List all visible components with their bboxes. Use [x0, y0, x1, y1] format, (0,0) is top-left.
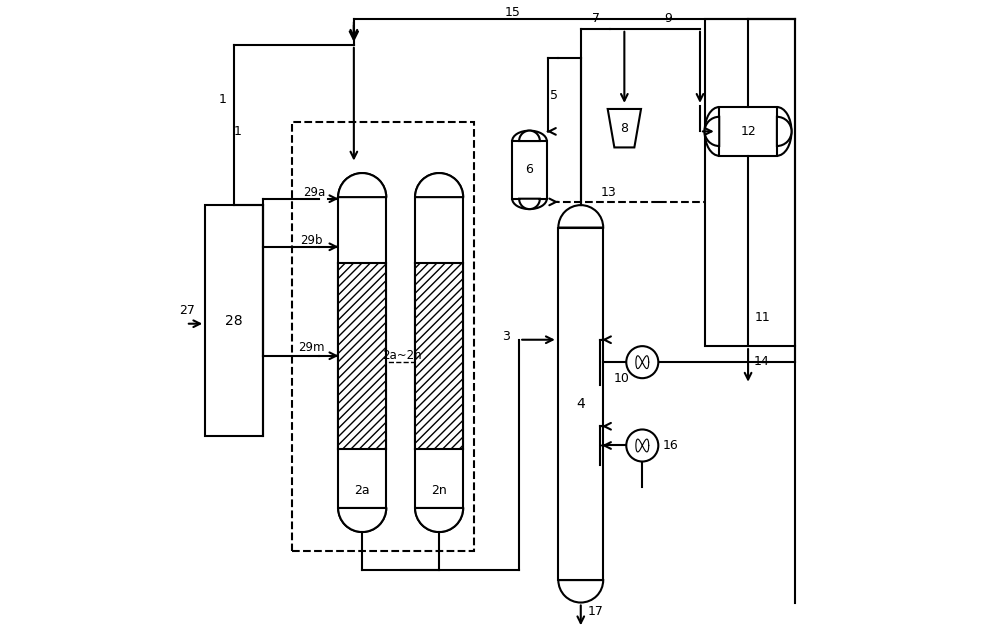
Text: 29m: 29m — [298, 341, 324, 354]
Wedge shape — [705, 117, 719, 146]
Bar — [512, 141, 547, 199]
Bar — [338, 197, 386, 508]
Wedge shape — [415, 508, 463, 532]
Bar — [719, 107, 777, 156]
Text: 17: 17 — [587, 605, 603, 619]
Bar — [205, 205, 263, 436]
Text: 2a~2n: 2a~2n — [382, 349, 422, 362]
Text: 29a: 29a — [303, 185, 325, 199]
Text: 3: 3 — [502, 329, 510, 343]
Wedge shape — [338, 508, 386, 532]
Text: 12: 12 — [740, 125, 756, 138]
Text: 1: 1 — [218, 92, 226, 106]
Text: 15: 15 — [505, 6, 521, 19]
Bar — [338, 263, 386, 449]
Text: 13: 13 — [601, 185, 617, 199]
Text: 2n: 2n — [431, 484, 447, 497]
Text: 4: 4 — [576, 397, 585, 411]
Text: 27: 27 — [179, 304, 195, 317]
Bar — [415, 197, 463, 508]
Bar — [415, 263, 463, 449]
Text: 16: 16 — [663, 439, 679, 452]
Text: 5: 5 — [550, 89, 558, 103]
Wedge shape — [338, 173, 386, 197]
Polygon shape — [608, 109, 641, 147]
Wedge shape — [777, 117, 792, 146]
Text: 28: 28 — [225, 313, 243, 328]
Text: 6: 6 — [526, 163, 533, 176]
Wedge shape — [558, 205, 603, 228]
Bar — [292, 122, 474, 551]
Text: 8: 8 — [620, 122, 628, 135]
Text: 7: 7 — [592, 12, 600, 26]
Text: 9: 9 — [664, 12, 672, 26]
Wedge shape — [558, 580, 603, 603]
Wedge shape — [415, 173, 463, 197]
Text: 11: 11 — [755, 310, 771, 324]
Text: 29b: 29b — [300, 233, 322, 247]
Bar — [558, 228, 603, 580]
Wedge shape — [519, 199, 540, 209]
Circle shape — [626, 346, 658, 378]
Text: 1: 1 — [234, 124, 242, 138]
Wedge shape — [519, 131, 540, 141]
Text: 10: 10 — [613, 372, 629, 385]
Text: 2a: 2a — [354, 484, 370, 497]
Text: 14: 14 — [753, 355, 769, 369]
Circle shape — [626, 429, 658, 462]
Bar — [705, 19, 795, 346]
